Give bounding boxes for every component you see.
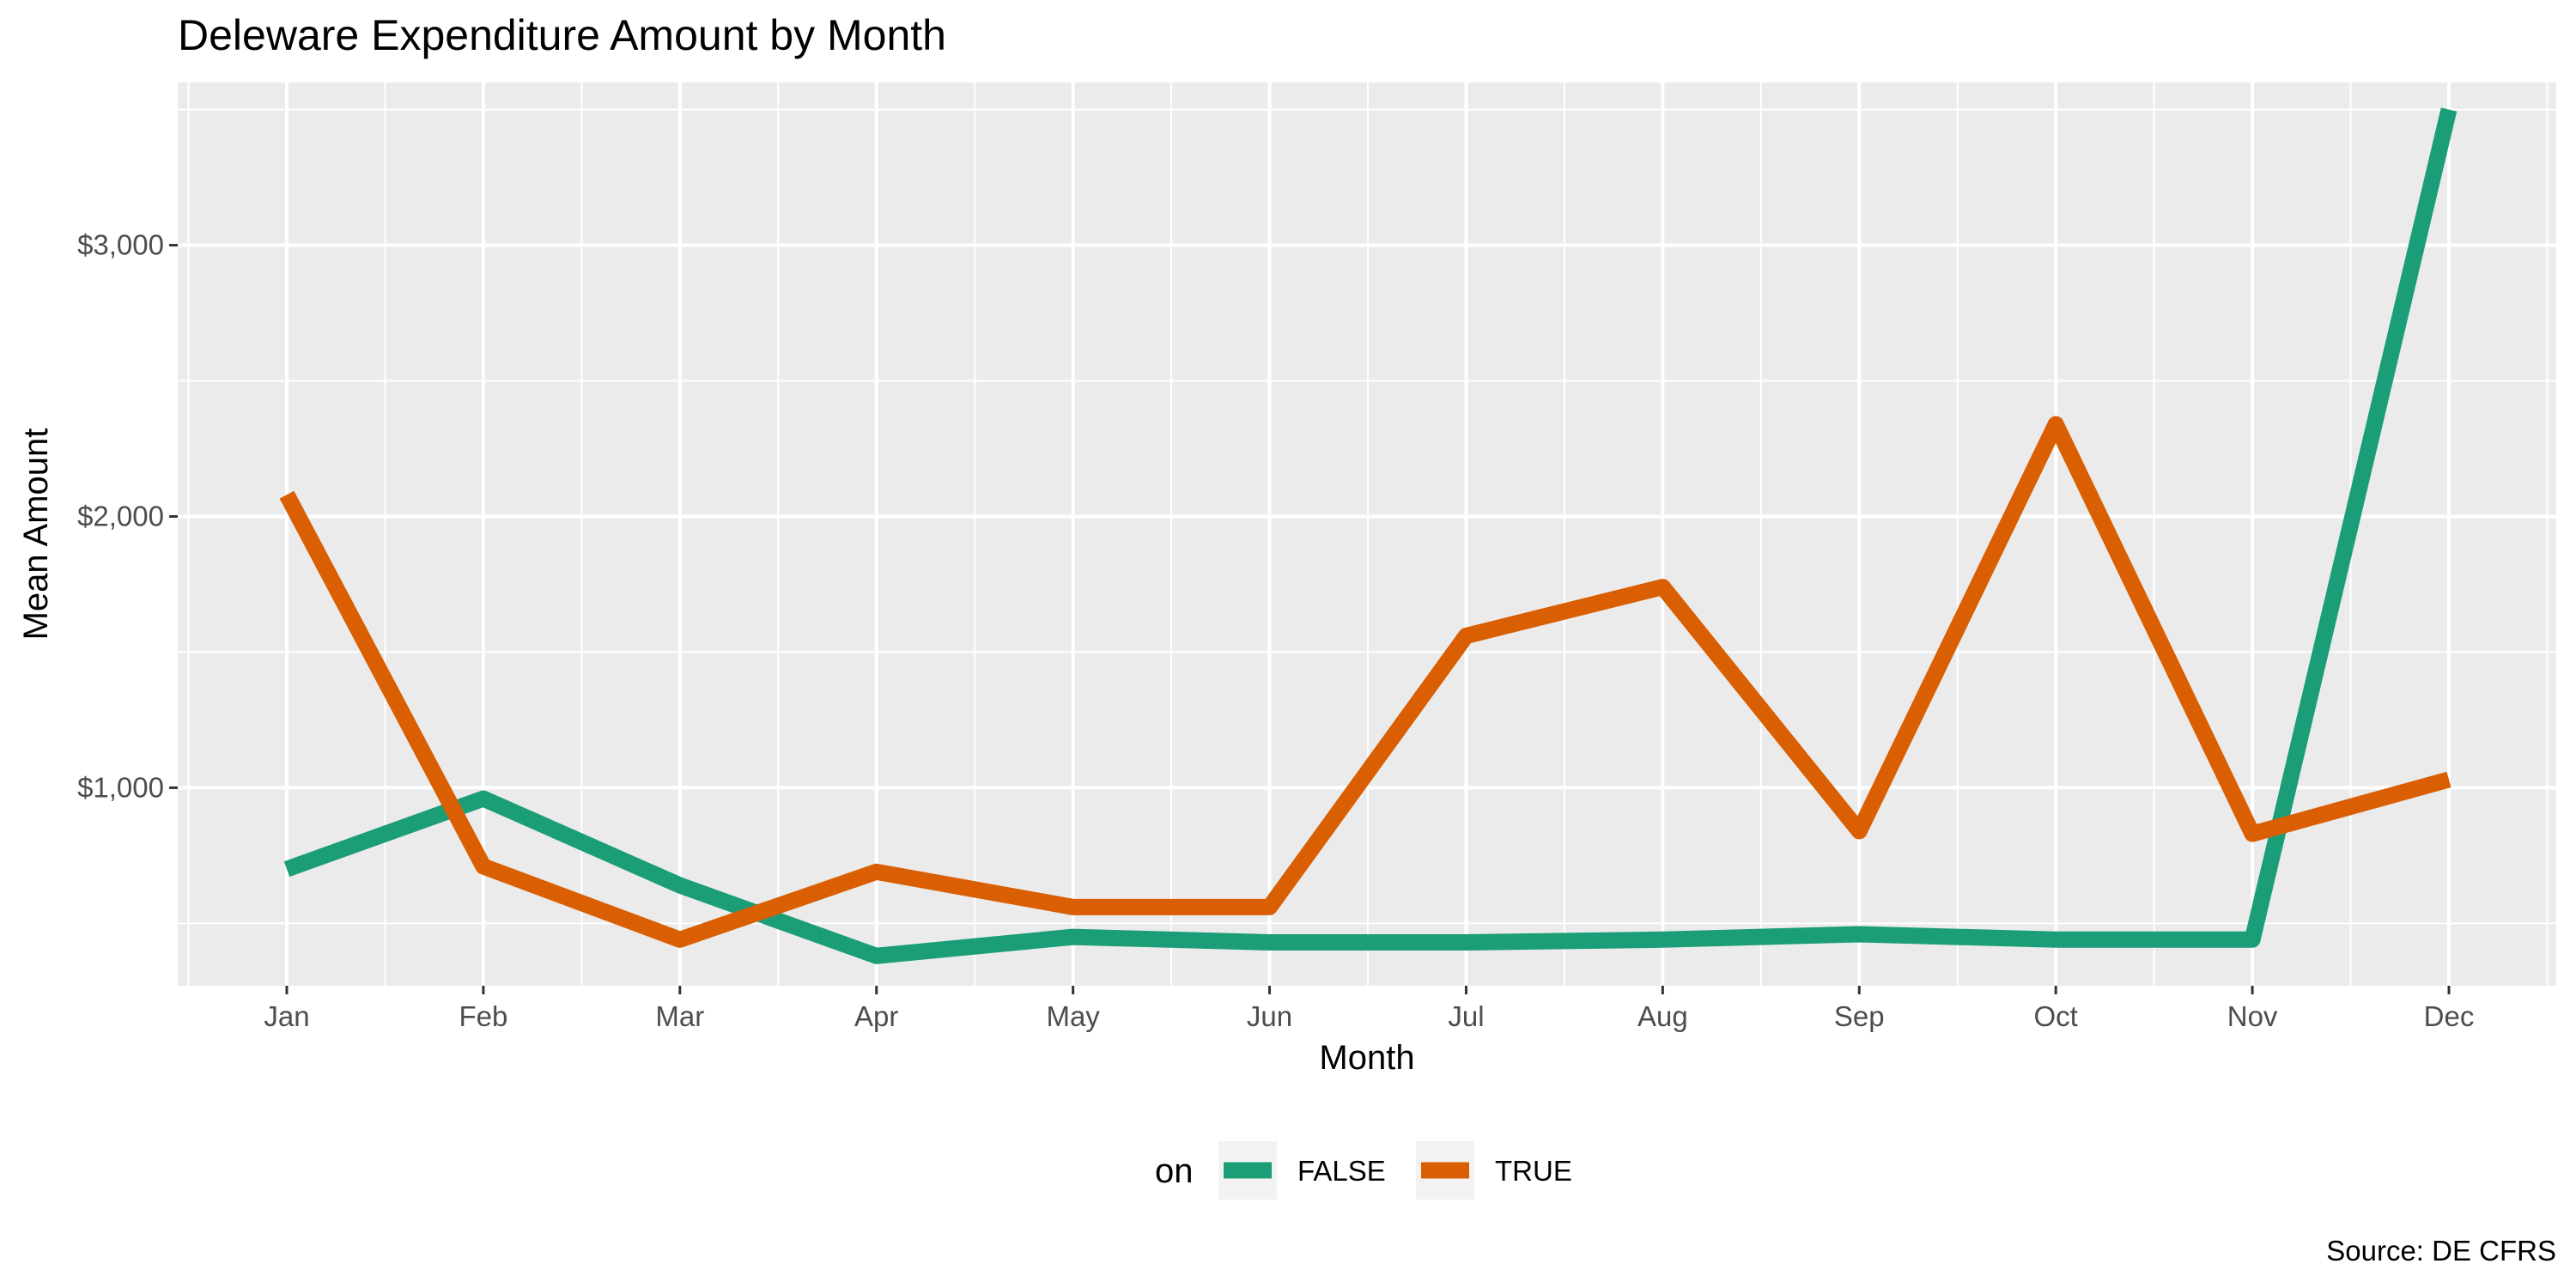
x-tick-label: Jan bbox=[264, 1000, 309, 1032]
x-axis: Jan Feb Mar Apr May Jun Jul Aug Sep Oct Nov Dec bbox=[264, 986, 2474, 1032]
y-tick-label: $1,000 bbox=[77, 771, 164, 803]
x-tick-label: Mar bbox=[655, 1000, 704, 1032]
y-tick-label: $3,000 bbox=[77, 229, 164, 261]
x-tick-label: Oct bbox=[2034, 1000, 2078, 1032]
x-tick-label: Jun bbox=[1247, 1000, 1292, 1032]
legend-item-true: TRUE bbox=[1416, 1141, 1572, 1200]
x-tick-label: Sep bbox=[1834, 1000, 1885, 1032]
legend: on FALSE TRUE bbox=[1155, 1141, 1572, 1200]
x-tick-label: Feb bbox=[459, 1000, 507, 1032]
y-axis-title: Mean Amount bbox=[17, 428, 55, 641]
x-tick-label: Dec bbox=[2424, 1000, 2475, 1032]
series-lines bbox=[279, 107, 2458, 964]
legend-item-false: FALSE bbox=[1218, 1141, 1386, 1200]
x-tick-label: May bbox=[1046, 1000, 1100, 1032]
legend-label: TRUE bbox=[1495, 1155, 1572, 1187]
x-tick-label: Nov bbox=[2227, 1000, 2278, 1032]
legend-title: on bbox=[1155, 1152, 1194, 1190]
x-tick-label: Apr bbox=[854, 1000, 898, 1032]
series-line-true bbox=[279, 416, 2451, 948]
y-tick-label: $2,000 bbox=[77, 500, 164, 532]
x-tick-label: Jul bbox=[1448, 1000, 1484, 1032]
source-caption: Source: DE CFRS bbox=[2326, 1235, 2556, 1267]
x-axis-title: Month bbox=[1319, 1039, 1414, 1077]
x-tick-label: Aug bbox=[1637, 1000, 1688, 1032]
series-line-false bbox=[283, 107, 2458, 964]
y-axis: $1,000 $2,000 $3,000 bbox=[77, 229, 178, 803]
legend-label: FALSE bbox=[1297, 1155, 1386, 1187]
chart-title: Deleware Expenditure Amount by Month bbox=[178, 11, 946, 59]
